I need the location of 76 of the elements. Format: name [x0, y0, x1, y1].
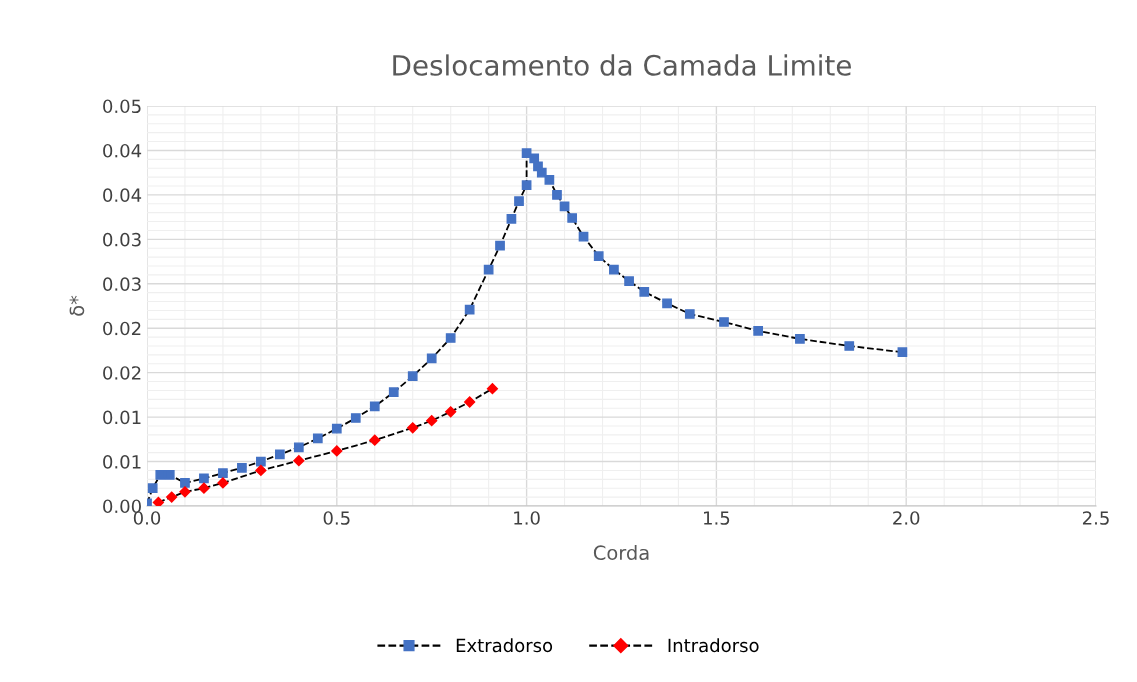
chart-title: Deslocamento da Camada Limite	[393, 54, 851, 76]
point	[166, 491, 178, 503]
point	[684, 309, 695, 319]
point	[255, 464, 267, 477]
point	[331, 445, 343, 457]
point	[152, 496, 164, 506]
point	[331, 423, 342, 434]
y-tick-label: 0.03	[103, 232, 141, 247]
point	[844, 341, 855, 351]
point	[578, 231, 589, 242]
point	[198, 482, 210, 494]
point	[593, 251, 604, 262]
point	[795, 334, 805, 344]
point	[514, 196, 524, 206]
point	[388, 387, 399, 398]
point	[753, 326, 764, 336]
point	[624, 276, 634, 286]
point	[567, 213, 578, 223]
y-tick-label: 0.03	[103, 277, 141, 291]
point	[719, 317, 729, 327]
x-axis-title: Corda	[593, 545, 649, 561]
point	[237, 462, 247, 473]
point	[369, 434, 381, 446]
point	[256, 456, 266, 467]
point	[445, 406, 457, 418]
point	[312, 433, 323, 444]
x-tick-label: 1.0	[514, 511, 540, 525]
y-tick-label: 0.05	[103, 99, 141, 114]
point	[483, 264, 494, 275]
point	[486, 383, 499, 395]
point	[293, 455, 305, 467]
point	[180, 478, 190, 488]
point	[544, 174, 555, 185]
x-tick-label: 2.5	[1082, 511, 1109, 525]
y-tick-label: 0.04	[103, 143, 142, 158]
y-tick-label: 0.00	[103, 499, 141, 514]
point	[609, 264, 619, 275]
point	[369, 401, 380, 412]
x-tick-label: 0.5	[323, 511, 350, 525]
point	[147, 483, 158, 494]
y-tick-label: 0.01	[103, 455, 141, 469]
point	[274, 449, 285, 460]
point	[536, 167, 547, 178]
point	[521, 180, 532, 190]
x-tick-label: 0.0	[133, 511, 161, 525]
x-tick-label: 1.5	[704, 511, 730, 525]
point	[662, 298, 672, 309]
point	[218, 468, 228, 478]
point	[350, 413, 361, 423]
point	[164, 470, 175, 480]
point	[529, 153, 540, 164]
point	[426, 353, 437, 364]
legend-label: Intradorso	[668, 638, 759, 653]
point	[293, 442, 304, 453]
point	[179, 486, 191, 498]
y-tick-label: 0.01	[103, 410, 141, 425]
point	[407, 371, 418, 382]
x-tick-label: 2.0	[893, 511, 920, 525]
y-axis-title: δ*	[69, 295, 85, 316]
point	[552, 190, 562, 200]
y-tick-label: 0.04	[103, 188, 142, 203]
point	[464, 396, 476, 408]
point	[426, 415, 438, 427]
point	[495, 240, 505, 251]
point	[155, 470, 166, 480]
point	[506, 214, 517, 224]
y-tick-label: 0.02	[103, 321, 141, 336]
point	[407, 422, 419, 434]
point	[897, 347, 908, 358]
point	[199, 473, 209, 484]
legend-label: Extradorso	[456, 638, 553, 653]
point	[445, 333, 456, 343]
point	[217, 477, 229, 489]
point	[464, 304, 475, 315]
y-tick-label: 0.02	[103, 366, 141, 380]
point	[639, 286, 650, 297]
